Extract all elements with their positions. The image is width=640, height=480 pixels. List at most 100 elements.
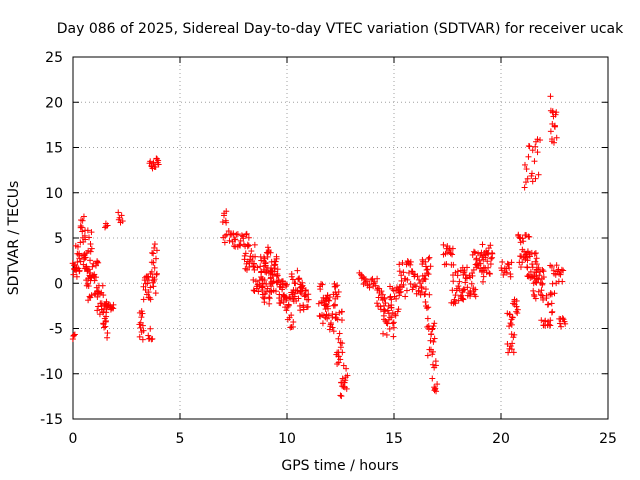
data-point — [551, 290, 558, 297]
data-point — [342, 377, 349, 384]
data-point — [292, 280, 299, 287]
data-point — [427, 337, 434, 344]
data-point — [388, 296, 395, 303]
data-point — [500, 271, 507, 278]
data-point — [393, 295, 400, 302]
data-point — [472, 286, 479, 293]
data-point — [334, 282, 341, 289]
y-axis-label: SDTVAR / TECUs — [6, 181, 22, 296]
data-point — [529, 178, 536, 185]
data-point — [252, 253, 259, 260]
data-point — [509, 340, 516, 347]
data-point — [535, 288, 542, 295]
data-point — [138, 314, 145, 321]
data-point — [219, 219, 226, 226]
x-tick-label: 15 — [385, 431, 403, 447]
data-point — [540, 268, 547, 275]
data-point — [140, 327, 147, 334]
data-point — [260, 294, 267, 301]
data-point — [298, 283, 305, 290]
data-point — [84, 227, 91, 234]
data-point — [431, 320, 438, 327]
data-point — [396, 292, 403, 299]
data-point — [485, 264, 492, 271]
data-point — [88, 245, 95, 252]
data-point — [533, 269, 540, 276]
data-point — [485, 245, 492, 252]
data-point — [451, 298, 458, 305]
data-point — [242, 250, 249, 257]
data-point — [407, 280, 414, 287]
data-point — [288, 270, 295, 277]
y-tick-label: 25 — [45, 50, 63, 66]
data-point — [402, 293, 409, 300]
data-point — [271, 265, 278, 272]
data-point — [234, 231, 241, 238]
data-point — [74, 259, 81, 266]
data-point — [516, 234, 523, 241]
data-point — [521, 184, 528, 191]
data-point — [272, 258, 279, 265]
data-point — [83, 263, 90, 270]
data-point — [526, 143, 533, 150]
data-point — [139, 310, 146, 317]
data-point — [92, 274, 99, 281]
data-point — [400, 281, 407, 288]
data-point — [145, 277, 152, 284]
data-point — [421, 276, 428, 283]
data-point — [539, 281, 546, 288]
data-point — [279, 284, 286, 291]
data-point — [450, 278, 457, 285]
data-point — [79, 217, 86, 224]
data-point — [384, 320, 391, 327]
data-point — [337, 356, 344, 363]
data-point — [468, 280, 475, 287]
data-point — [381, 295, 388, 302]
data-point — [152, 255, 159, 262]
data-point — [383, 331, 390, 338]
data-point — [429, 361, 436, 368]
data-point — [477, 260, 484, 267]
data-point — [142, 286, 149, 293]
data-point — [508, 321, 515, 328]
data-point — [382, 300, 389, 307]
data-point — [540, 274, 547, 281]
data-point — [343, 365, 350, 372]
data-point — [413, 283, 420, 290]
data-point — [407, 258, 414, 265]
data-point — [553, 109, 560, 116]
data-point — [470, 248, 477, 255]
data-point — [458, 292, 465, 299]
data-point — [101, 324, 108, 331]
data-point — [103, 223, 110, 230]
data-point — [222, 217, 229, 224]
data-point — [315, 300, 322, 307]
data-point — [152, 290, 159, 297]
data-point — [382, 308, 389, 315]
data-point — [145, 332, 152, 339]
data-point — [252, 278, 259, 285]
data-point — [226, 237, 233, 244]
data-point — [85, 283, 92, 290]
data-point — [366, 284, 373, 291]
data-point — [340, 362, 347, 369]
data-point — [317, 286, 324, 293]
data-point — [540, 296, 547, 303]
data-point — [449, 251, 456, 258]
data-point — [472, 293, 479, 300]
data-point — [319, 281, 326, 288]
data-point — [422, 298, 429, 305]
data-point — [549, 308, 556, 315]
data-point — [283, 307, 290, 314]
data-point — [240, 235, 247, 242]
data-point — [145, 289, 152, 296]
data-point — [515, 231, 522, 238]
data-point — [531, 250, 538, 257]
data-point — [85, 247, 92, 254]
data-point — [103, 298, 110, 305]
data-point — [422, 290, 429, 297]
data-point — [77, 258, 84, 265]
data-point — [532, 279, 539, 286]
data-point — [149, 249, 156, 256]
grid-lines — [73, 57, 608, 419]
